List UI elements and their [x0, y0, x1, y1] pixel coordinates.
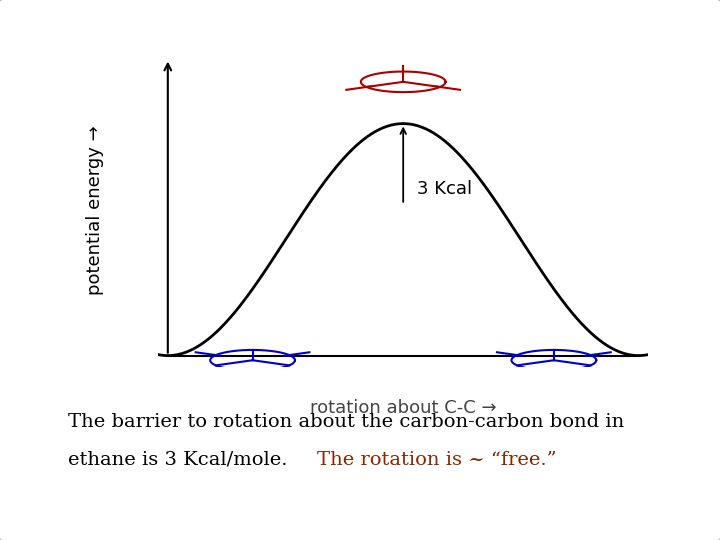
Text: ethane is 3 Kcal/mole.: ethane is 3 Kcal/mole. [68, 451, 300, 469]
Text: potential energy →: potential energy → [86, 126, 104, 295]
Text: rotation about C-C →: rotation about C-C → [310, 399, 497, 417]
Text: 3 Kcal: 3 Kcal [418, 180, 472, 198]
Text: The barrier to rotation about the carbon-carbon bond in: The barrier to rotation about the carbon… [68, 413, 625, 431]
Text: The rotation is ~ “free.”: The rotation is ~ “free.” [317, 451, 557, 469]
